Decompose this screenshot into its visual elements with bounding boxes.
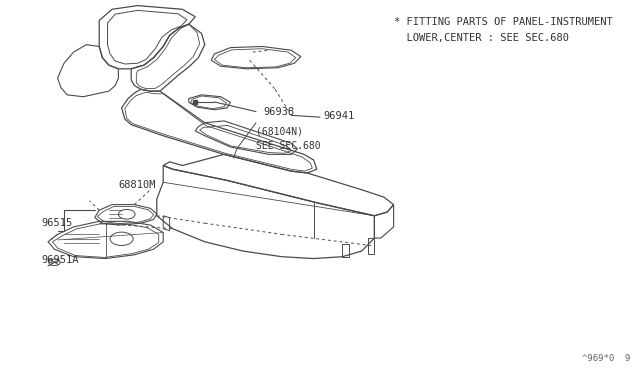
Text: LOWER,CENTER : SEE SEC.680: LOWER,CENTER : SEE SEC.680 <box>394 33 568 44</box>
Text: 96941: 96941 <box>323 111 355 121</box>
Text: 96938: 96938 <box>264 107 295 116</box>
Text: 96515: 96515 <box>42 218 73 228</box>
Text: ^969*0  9: ^969*0 9 <box>582 354 630 363</box>
Text: * FITTING PARTS OF PANEL-INSTRUMENT: * FITTING PARTS OF PANEL-INSTRUMENT <box>394 17 612 27</box>
Text: 96951A: 96951A <box>42 256 79 265</box>
Text: 68810M: 68810M <box>118 180 156 190</box>
Text: SEE SEC.680: SEE SEC.680 <box>256 141 321 151</box>
Text: (68104N): (68104N) <box>256 126 303 137</box>
